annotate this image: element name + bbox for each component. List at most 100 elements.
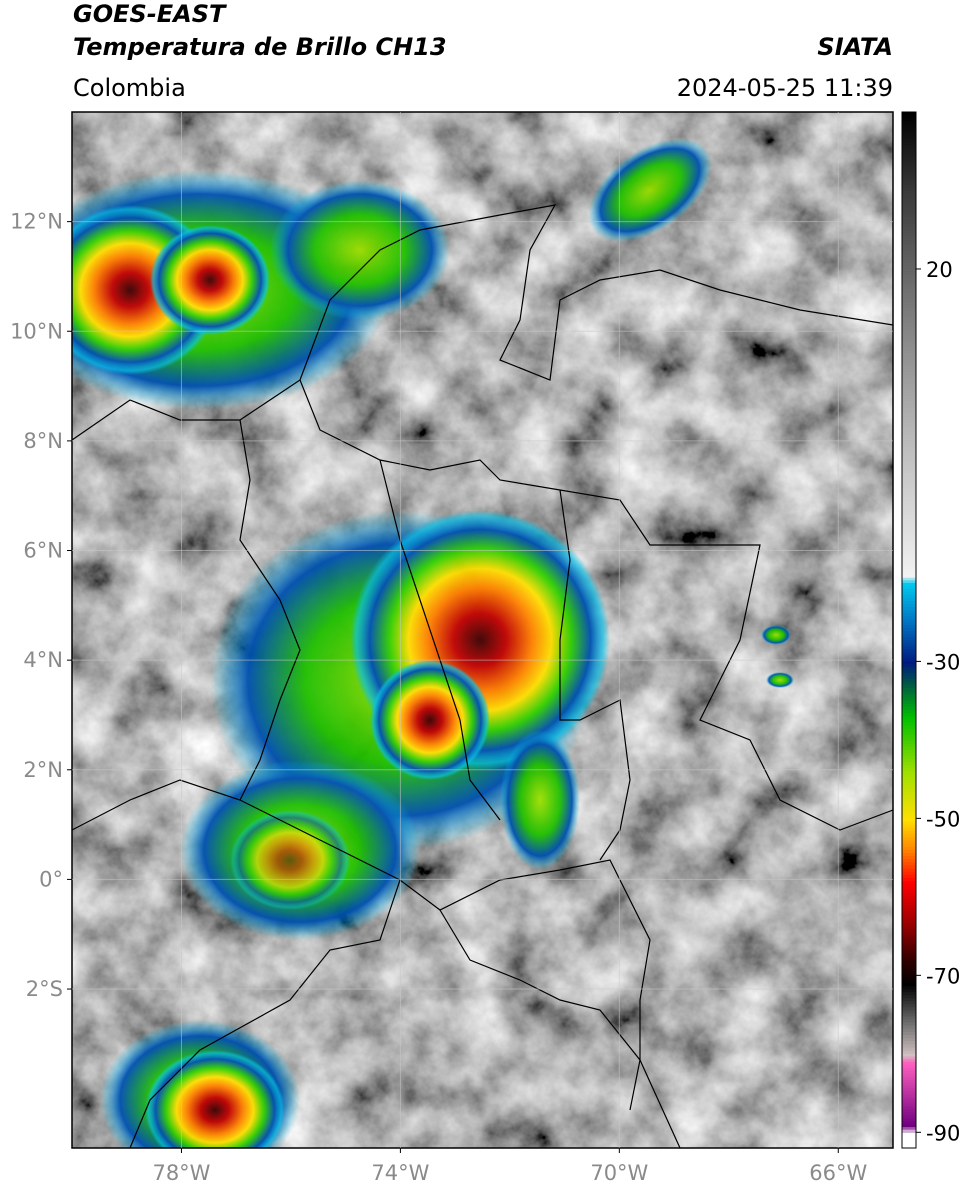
y-tick-label: 12°N xyxy=(10,210,63,234)
colorbar-segment xyxy=(902,124,916,128)
colorbar-segment xyxy=(902,1022,916,1027)
colorbar-segment xyxy=(902,223,916,228)
colorbar-segment xyxy=(902,911,916,915)
colorbar-segment xyxy=(902,548,916,552)
colorbar-segment xyxy=(902,871,916,876)
colorbar-segment xyxy=(902,208,916,213)
colorbar-segment xyxy=(902,716,916,720)
colorbar-segment xyxy=(902,163,916,167)
colorbar-segment xyxy=(902,986,916,990)
colorbar-segment xyxy=(902,756,916,760)
colorbar-segment xyxy=(902,1019,916,1024)
colorbar-segment xyxy=(902,759,916,763)
colorbar-segment xyxy=(902,1070,916,1075)
colorbar-segment xyxy=(902,118,916,122)
colorbar-segment xyxy=(902,419,916,424)
colorbar-segment xyxy=(902,791,916,796)
colorbar-segment xyxy=(902,965,916,970)
colorbar-segment xyxy=(902,335,916,339)
colorbar-segment xyxy=(902,169,916,173)
colorbar-segment xyxy=(902,652,916,656)
colorbar-segment xyxy=(902,515,916,519)
colorbar-segment xyxy=(902,407,916,412)
colorbar-segment xyxy=(902,458,916,463)
colorbar-segment xyxy=(902,610,916,614)
colorbar-segment xyxy=(902,868,916,873)
colorbar-segment xyxy=(902,323,916,327)
colorbar-segment xyxy=(902,719,916,724)
colorbar-segment xyxy=(902,1004,916,1008)
colorbar-segment xyxy=(902,703,916,708)
colorbar-segment xyxy=(902,688,916,692)
colorbar-segment xyxy=(902,244,916,249)
colorbar-segment xyxy=(902,166,916,170)
y-tick-label: 4°N xyxy=(23,648,63,672)
colorbar-segment xyxy=(902,1118,916,1123)
colorbar-segment xyxy=(902,971,916,975)
colorbar-segment xyxy=(902,350,916,355)
colorbar-segment xyxy=(902,262,916,267)
colorbar-segment xyxy=(902,980,916,984)
colorbar-segment xyxy=(902,1025,916,1030)
colorbar-segment xyxy=(902,232,916,237)
colorbar-segment xyxy=(902,530,916,534)
colorbar-segment xyxy=(902,563,916,567)
colorbar-segment xyxy=(902,890,916,894)
colorbar-segment xyxy=(902,256,916,261)
colorbar-segment xyxy=(902,178,916,183)
colorbar-segment xyxy=(902,395,916,400)
colorbar-segment xyxy=(902,422,916,427)
colorbar-segment xyxy=(902,588,916,593)
colorbar-segment xyxy=(902,193,916,198)
colorbar-segment xyxy=(902,908,916,912)
colorbar-segment xyxy=(902,580,916,584)
colorbar-segment xyxy=(902,247,916,252)
colorbar-segment xyxy=(902,713,916,717)
colorbar-segment xyxy=(902,1047,916,1052)
colorbar-segment xyxy=(902,217,916,222)
colorbar-segment xyxy=(902,684,916,689)
colorbar-segment xyxy=(902,840,916,845)
colorbar-segment xyxy=(902,893,916,897)
colorbar-segment xyxy=(902,226,916,231)
colorbar-segment xyxy=(902,768,916,772)
colorbar-segment xyxy=(902,646,916,650)
colorbar-segment xyxy=(902,1064,916,1069)
colorbar-segment xyxy=(902,320,916,324)
colorbar-segment xyxy=(902,700,916,705)
colorbar-segment xyxy=(902,812,916,817)
colorbar-segment xyxy=(902,371,916,376)
colorbar-segment xyxy=(902,1103,916,1108)
colorbar-segment xyxy=(902,905,916,909)
colorbar-segment xyxy=(902,983,916,987)
colorbar-segment xyxy=(902,1053,916,1058)
colorbar-segment xyxy=(902,461,916,466)
colorbar-segment xyxy=(902,998,916,1002)
colorbar-segment xyxy=(902,694,916,699)
colorbar-segment xyxy=(902,800,916,805)
colorbar-segment xyxy=(902,187,916,192)
colorbar-segment xyxy=(902,1028,916,1033)
colorbar-segment xyxy=(902,383,916,388)
colorbar-segment xyxy=(902,488,916,493)
colorbar-segment xyxy=(902,637,916,641)
colorbar-segment xyxy=(902,368,916,373)
colorbar-segment xyxy=(902,1121,916,1126)
colorbar-segment xyxy=(902,929,916,934)
colorbar-segment xyxy=(902,157,916,161)
colorbar-segment xyxy=(902,1044,916,1049)
colorbar xyxy=(902,112,916,1133)
colorbar-segment xyxy=(902,356,916,361)
colorbar-segment xyxy=(902,731,916,736)
colorbar-segment xyxy=(902,1094,916,1099)
colorbar-segment xyxy=(902,809,916,814)
colorbar-segment xyxy=(902,710,916,714)
colorbar-tick-label: 20 xyxy=(926,258,953,282)
y-tick-label: 2°N xyxy=(23,758,63,782)
colorbar-segment xyxy=(902,142,916,146)
colorbar-segment xyxy=(902,667,916,671)
colorbar-segment xyxy=(902,250,916,255)
colorbar-segment xyxy=(902,953,916,958)
colorbar-segment xyxy=(902,401,916,406)
colorbar-segment xyxy=(902,1013,916,1017)
